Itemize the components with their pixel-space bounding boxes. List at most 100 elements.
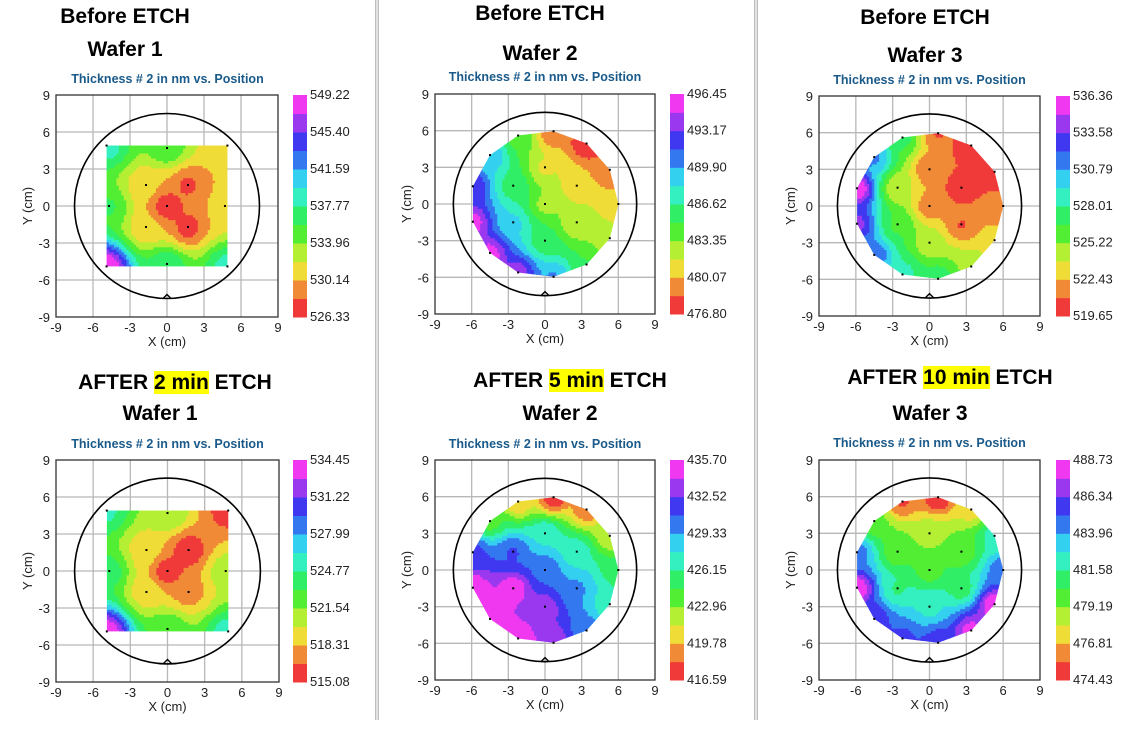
contour-cell (483, 260, 486, 263)
contour-cell (227, 160, 230, 163)
contour-cell (492, 140, 495, 143)
contour-cell (502, 137, 505, 140)
contour-cell (500, 140, 503, 143)
contour-cell (488, 147, 491, 150)
contour-cell (227, 215, 230, 218)
contour-cell (473, 252, 476, 255)
contour-cell (510, 133, 513, 136)
contour-cell (475, 255, 478, 258)
contour-cell (510, 135, 513, 138)
contour-cell (490, 135, 493, 138)
contour-cell (500, 133, 503, 136)
contour-cell (480, 250, 483, 253)
contour-cell (497, 145, 500, 148)
contour-cell (473, 162, 476, 165)
contour-cell (483, 257, 486, 260)
contour-cell (473, 235, 476, 238)
contour-cell (475, 245, 478, 248)
contour-cell (473, 179, 476, 182)
contour-cell (473, 245, 476, 248)
contour-cell (514, 133, 517, 136)
contour-cell (478, 260, 481, 263)
contour-cell (495, 147, 498, 150)
colorbar-tick-label: 530.14 (310, 272, 350, 287)
contour-cell (505, 137, 508, 140)
contour-cell (478, 262, 481, 265)
chart-title: Thickness # 2 in nm vs. Position (56, 437, 279, 451)
contour-cell (497, 260, 500, 263)
heading-text: AFTER (78, 371, 154, 394)
contour-cell (227, 254, 230, 257)
contour-cell (505, 140, 508, 143)
contour-cell (485, 262, 488, 265)
contour-cell (502, 135, 505, 138)
contour-cell (227, 192, 230, 195)
contour-cell (478, 255, 481, 258)
contour-cell (478, 150, 481, 153)
measurement-point (166, 263, 168, 265)
contour-cell (475, 159, 478, 162)
contour-cell (490, 133, 493, 136)
x-tick-label: 6 (237, 320, 244, 335)
contour-cell (500, 135, 503, 138)
contour-cell (488, 255, 491, 258)
contour-cell (485, 152, 488, 155)
contour-cell (485, 145, 488, 148)
heading-text: Before ETCH (475, 2, 605, 25)
contour-cell (500, 137, 503, 140)
contour-cell (227, 234, 230, 237)
contour-cell (227, 151, 230, 154)
contour-cell (485, 255, 488, 258)
colorbar-band (293, 169, 307, 188)
colorbar-tick-label: 537.77 (310, 198, 350, 213)
contour-cell (505, 267, 508, 270)
contour-cell (227, 222, 230, 225)
contour-cell (475, 172, 478, 175)
colorbar-band (293, 95, 307, 114)
contour-cell (475, 269, 478, 272)
measurement-point (106, 145, 108, 147)
contour-cell (480, 265, 483, 268)
contour-cell (227, 210, 230, 213)
contour-cell (483, 252, 486, 255)
contour-cell (485, 150, 488, 153)
contour-cell (473, 257, 476, 260)
chart-title: Thickness # 2 in nm vs. Position (819, 73, 1040, 87)
contour-cell (480, 133, 483, 136)
measurement-point (166, 147, 168, 149)
contour-cell (495, 140, 498, 143)
contour-cell (483, 150, 486, 153)
x-tick-label: 3 (200, 320, 207, 335)
contour-cell (505, 135, 508, 138)
contour-cell (519, 133, 522, 136)
wafer-label: Wafer 2 (420, 402, 700, 426)
colorbar-band (293, 225, 307, 244)
contour-cell (480, 150, 483, 153)
contour-cell (473, 228, 476, 231)
contour-cell (478, 252, 481, 255)
contour-cell (478, 133, 481, 136)
contour-cell (492, 267, 495, 270)
contour-cell (475, 272, 478, 275)
contour-cell (475, 243, 478, 246)
contour-cell (488, 140, 491, 143)
contour-cell (500, 142, 503, 145)
contour-cell (473, 174, 476, 177)
contour-cell (502, 265, 505, 268)
contour-cell (478, 152, 481, 155)
contour-cell (495, 267, 498, 270)
contour-cell (475, 162, 478, 165)
colorbar-tick-label: 533.96 (310, 235, 350, 250)
contour-cell (473, 250, 476, 253)
contour-cell (495, 269, 498, 272)
contour-cell (227, 262, 230, 265)
contour-cell (490, 150, 493, 153)
contour-cell (488, 262, 491, 265)
contour-cell (492, 147, 495, 150)
x-tick-label: 9 (274, 320, 281, 335)
contour-cell (566, 272, 569, 275)
column-separator (754, 0, 758, 720)
contour-cell (502, 272, 505, 275)
chart-title: Thickness # 2 in nm vs. Position (819, 436, 1040, 450)
colorbar-tick-label: 545.40 (310, 124, 350, 139)
